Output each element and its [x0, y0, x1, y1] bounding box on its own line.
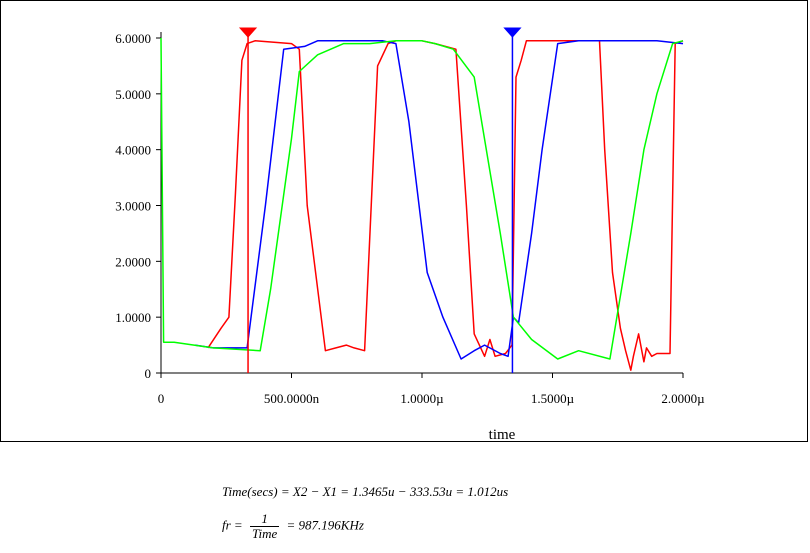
series-line-green	[160, 37, 684, 360]
y-tick-label: 3.0000	[115, 199, 151, 214]
x-tick-label: 1.0000µ	[400, 391, 444, 406]
y-tick-label: 1.0000	[115, 310, 151, 325]
cursor-x1-handle[interactable]	[238, 27, 258, 38]
x-axis-title: time	[489, 427, 516, 443]
x-tick-label: 2.0000µ	[661, 391, 705, 406]
series-layer	[160, 37, 684, 371]
fraction-numerator: 1	[249, 512, 280, 527]
frequency-formula-rhs: = 987.196KHz	[286, 517, 364, 533]
frequency-formula-lhs: fr =	[222, 517, 243, 533]
plot-area: 0 1.0000 2.0000 3.0000 4.0000 5.0000 6.0000 0 50…	[115, 27, 705, 443]
cursor-layer[interactable]	[238, 27, 522, 373]
tick-labels: 0 1.0000 2.0000 3.0000 4.0000 5.0000 6.0000 0 50…	[115, 31, 705, 443]
x-tick-label: 500.0000n	[264, 391, 320, 406]
x-tick-label: 0	[158, 391, 165, 406]
series-line-red	[207, 40, 684, 371]
y-tick-label: 0	[145, 366, 152, 381]
y-tick-label: 6.0000	[115, 31, 151, 46]
y-tick-label: 2.0000	[115, 254, 151, 269]
chart-frame: 0 1.0000 2.0000 3.0000 4.0000 5.0000 6.0000 0 50…	[0, 0, 808, 443]
cursor-x2-handle[interactable]	[503, 27, 522, 38]
x-tick-label: 1.5000µ	[531, 391, 575, 406]
frequency-fraction: 1 Time	[249, 512, 280, 541]
series-line-blue	[194, 40, 684, 360]
time-formula: Time(secs) = X2 − X1 = 1.3465u − 333.53u…	[222, 484, 509, 499]
y-tick-label: 5.0000	[115, 87, 151, 102]
frequency-formula: fr = 1 Time = 987.196KHz	[222, 512, 364, 541]
fraction-denominator: Time	[251, 526, 278, 541]
y-tick-label: 4.0000	[115, 143, 151, 158]
